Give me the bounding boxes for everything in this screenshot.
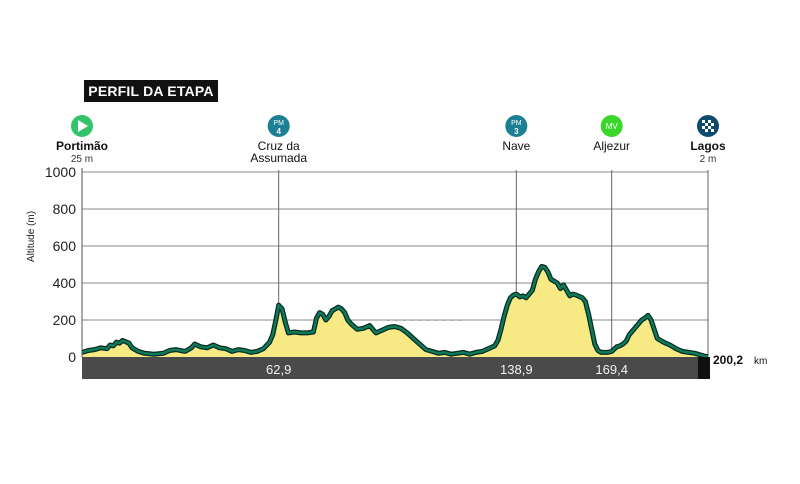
waypoint-sprint: MV Aljezur xyxy=(593,115,630,153)
waypoint-name: Assumada xyxy=(250,151,307,165)
waypoint-name: Portimão xyxy=(56,139,108,153)
profile-area xyxy=(81,263,709,360)
climb-guide-dot xyxy=(443,319,446,322)
waypoint-name: Nave xyxy=(502,139,530,153)
sprint-icon xyxy=(600,115,623,137)
y-tick-label: 800 xyxy=(53,201,77,217)
mountain-pass-icon xyxy=(505,115,528,137)
stage-profile-title: PERFIL DA ETAPA xyxy=(84,80,218,102)
y-tick-label: 400 xyxy=(53,275,77,291)
road-strip xyxy=(82,357,698,379)
checker-square xyxy=(711,129,714,132)
checker-square xyxy=(702,120,705,123)
waypoint-name: Cruz da xyxy=(258,139,300,153)
checker-square xyxy=(705,123,708,126)
total-distance-unit: km xyxy=(754,356,767,367)
badge-text: MV xyxy=(606,122,619,131)
y-tick-label: 600 xyxy=(53,238,77,254)
checker-square xyxy=(708,126,711,129)
climb-guide-dot xyxy=(419,319,422,322)
climb-guide-dot xyxy=(459,319,462,322)
km-label: 169,4 xyxy=(595,362,628,377)
y-tick-label: 0 xyxy=(68,349,76,365)
badge-text: PM xyxy=(273,120,284,127)
waypoint-altitude: 2 m xyxy=(700,154,717,165)
y-axis: 0 200 400 600 800 1000 Altitude (m) xyxy=(26,164,83,365)
checker-square xyxy=(702,126,705,129)
checker-square xyxy=(711,123,714,126)
road-bar: 62,9 138,9 169,4 200,2 km xyxy=(82,353,767,379)
badge-text: PM xyxy=(511,120,522,127)
profile-line xyxy=(81,265,709,358)
y-axis-label: Altitude (m) xyxy=(26,211,37,262)
badge-number: 4 xyxy=(276,127,281,136)
km-label: 138,9 xyxy=(500,362,533,377)
y-tick-label: 200 xyxy=(53,312,77,328)
climb-guide-dot xyxy=(435,319,438,322)
climb-guide-dot xyxy=(427,319,430,322)
km-label: 62,9 xyxy=(266,362,291,377)
mountain-pass-icon xyxy=(267,115,290,137)
climb-guide-dot xyxy=(387,319,390,322)
profile-fill xyxy=(82,266,708,357)
play-triangle-icon xyxy=(78,120,88,132)
waypoint-altitude: 25 m xyxy=(71,154,93,165)
waypoint-climb: PM3 Nave xyxy=(502,115,531,153)
checker-square xyxy=(708,120,711,123)
checker-square xyxy=(705,129,708,132)
finish-strip xyxy=(698,357,710,379)
y-tick-label: 1000 xyxy=(45,164,76,180)
climb-guide-dot xyxy=(403,319,406,322)
climb-guide-dot xyxy=(395,319,398,322)
total-distance-value: 200,2 xyxy=(713,353,743,367)
badge-number: 3 xyxy=(514,127,519,136)
waypoint-name: Lagos xyxy=(690,139,726,153)
climb-guide-dot xyxy=(411,319,414,322)
climb-guide-dot xyxy=(451,319,454,322)
waypoint-name: Aljezur xyxy=(593,139,630,153)
